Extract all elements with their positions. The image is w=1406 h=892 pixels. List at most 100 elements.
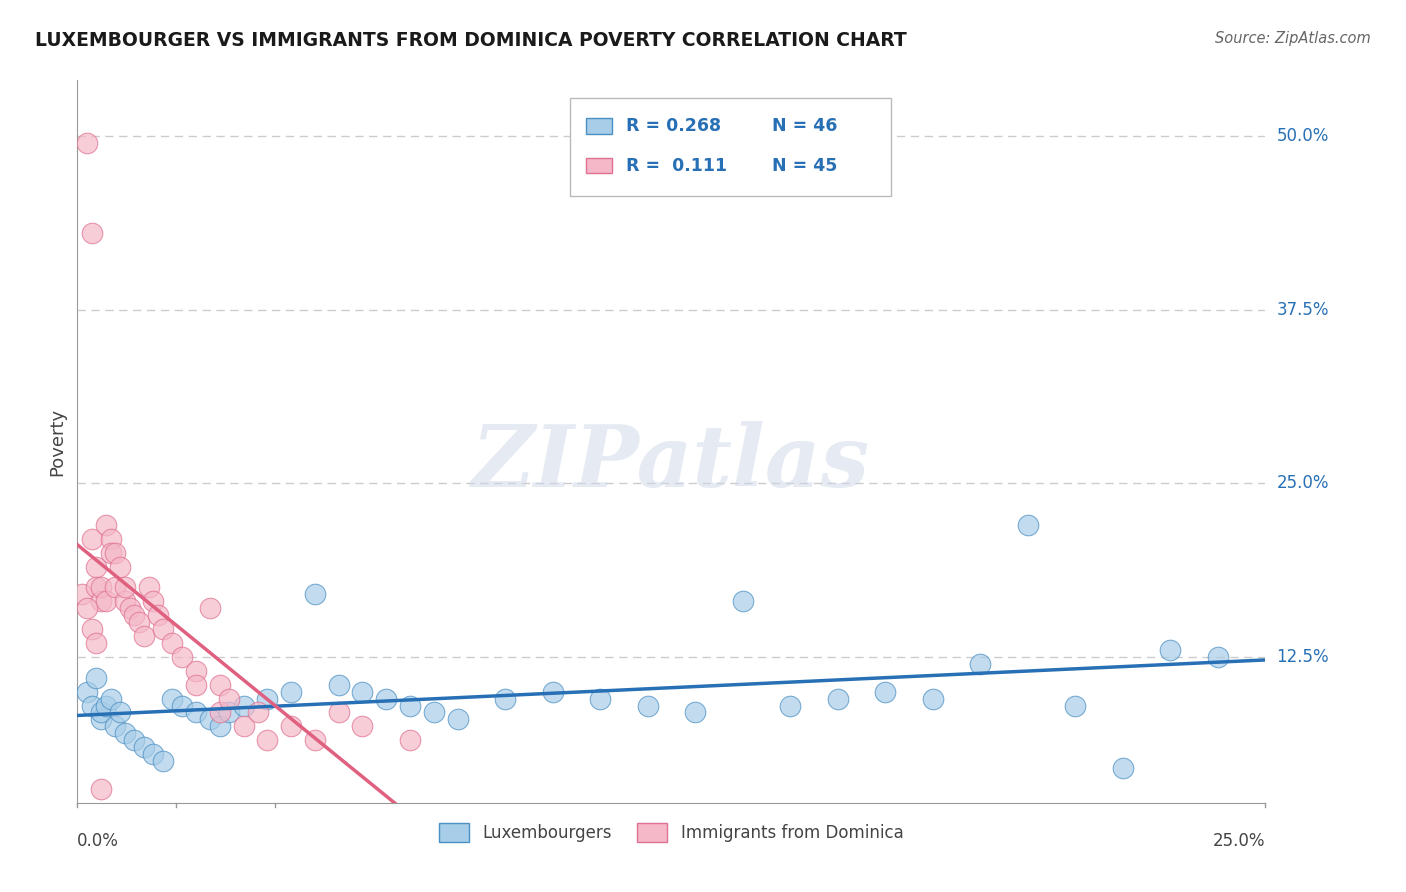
Point <box>200 713 222 727</box>
Point <box>170 649 193 664</box>
Point <box>683 706 706 720</box>
Point <box>108 706 131 720</box>
Point <box>921 691 943 706</box>
Point <box>94 594 117 608</box>
Text: 25.0%: 25.0% <box>1213 831 1265 850</box>
Point <box>114 726 136 740</box>
Point <box>128 615 150 630</box>
Point <box>162 691 184 706</box>
Text: 50.0%: 50.0% <box>1277 127 1329 145</box>
Point <box>256 691 278 706</box>
Text: 12.5%: 12.5% <box>1277 648 1329 666</box>
Point <box>100 532 122 546</box>
Y-axis label: Poverty: Poverty <box>48 408 66 475</box>
Point <box>208 706 231 720</box>
Point <box>108 559 131 574</box>
Point <box>80 622 103 636</box>
Point <box>827 691 849 706</box>
Point <box>256 733 278 747</box>
Point <box>186 678 208 692</box>
Point <box>969 657 991 671</box>
Point <box>541 684 564 698</box>
Point <box>118 601 141 615</box>
Point <box>90 594 112 608</box>
Point <box>375 691 398 706</box>
Text: 0.0%: 0.0% <box>77 831 120 850</box>
Point <box>152 622 174 636</box>
FancyBboxPatch shape <box>571 98 891 196</box>
Point <box>246 706 269 720</box>
Point <box>76 684 98 698</box>
Point <box>170 698 193 713</box>
Point <box>132 740 155 755</box>
Point <box>218 691 240 706</box>
Point <box>399 698 422 713</box>
Point <box>637 698 659 713</box>
Point <box>104 546 127 560</box>
Text: LUXEMBOURGER VS IMMIGRANTS FROM DOMINICA POVERTY CORRELATION CHART: LUXEMBOURGER VS IMMIGRANTS FROM DOMINICA… <box>35 31 907 50</box>
Point <box>1206 649 1229 664</box>
Point <box>124 608 146 623</box>
Point <box>1064 698 1087 713</box>
Point <box>94 698 117 713</box>
Point <box>94 517 117 532</box>
Point <box>100 546 122 560</box>
Point <box>70 587 93 601</box>
Point <box>76 601 98 615</box>
Point <box>80 226 103 240</box>
Point <box>90 781 112 796</box>
Point <box>446 713 468 727</box>
Text: ZIPatlas: ZIPatlas <box>472 421 870 505</box>
Point <box>142 747 165 761</box>
Point <box>589 691 612 706</box>
Point <box>328 678 350 692</box>
Point <box>142 594 165 608</box>
Point <box>494 691 516 706</box>
Point <box>80 532 103 546</box>
Point <box>104 581 127 595</box>
Point <box>186 706 208 720</box>
Point <box>132 629 155 643</box>
Point <box>76 136 98 150</box>
Point <box>208 719 231 733</box>
Point <box>114 581 136 595</box>
Point <box>114 594 136 608</box>
Point <box>423 706 446 720</box>
Point <box>280 719 302 733</box>
FancyBboxPatch shape <box>586 118 612 134</box>
Text: Source: ZipAtlas.com: Source: ZipAtlas.com <box>1215 31 1371 46</box>
Point <box>352 719 374 733</box>
Point <box>731 594 754 608</box>
Point <box>1017 517 1039 532</box>
Point <box>280 684 302 698</box>
Point <box>328 706 350 720</box>
Point <box>186 664 208 678</box>
Text: 25.0%: 25.0% <box>1277 475 1329 492</box>
Text: 37.5%: 37.5% <box>1277 301 1329 318</box>
Point <box>90 706 112 720</box>
Point <box>86 559 108 574</box>
Legend: Luxembourgers, Immigrants from Dominica: Luxembourgers, Immigrants from Dominica <box>433 816 910 848</box>
Point <box>90 581 112 595</box>
Point <box>138 581 160 595</box>
Point <box>124 733 146 747</box>
Point <box>104 719 127 733</box>
Point <box>399 733 422 747</box>
Point <box>90 713 112 727</box>
Point <box>80 698 103 713</box>
Point <box>232 719 254 733</box>
FancyBboxPatch shape <box>586 158 612 173</box>
Point <box>86 671 108 685</box>
Point <box>152 754 174 768</box>
Point <box>875 684 897 698</box>
Text: N = 46: N = 46 <box>772 117 838 135</box>
Point <box>232 698 254 713</box>
Point <box>1159 643 1181 657</box>
Point <box>304 733 326 747</box>
Point <box>86 636 108 650</box>
Point <box>352 684 374 698</box>
Point <box>218 706 240 720</box>
Point <box>146 608 169 623</box>
Point <box>86 581 108 595</box>
Point <box>162 636 184 650</box>
